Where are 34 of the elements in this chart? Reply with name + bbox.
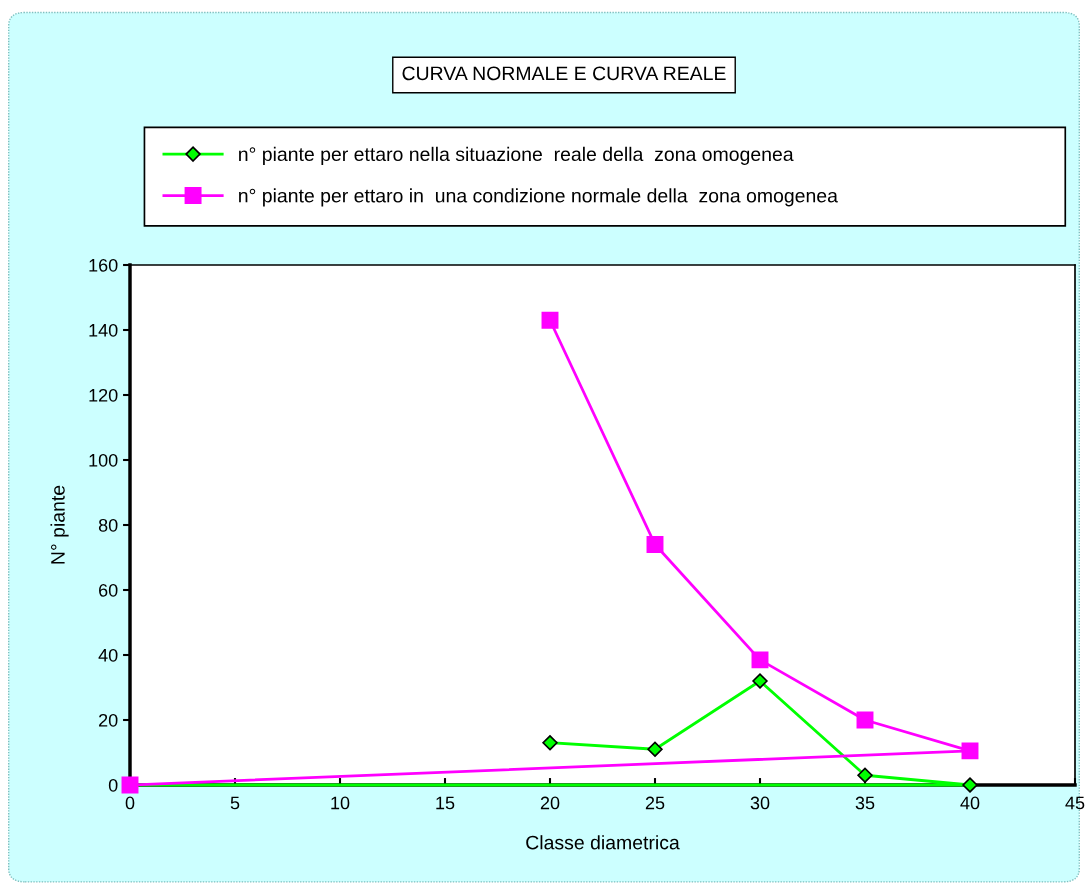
- x-tick-label: 45: [1065, 796, 1085, 810]
- legend-label: n° piante per ettaro nella situazione reale della zona omogenea: [239, 146, 794, 165]
- y-tick-label: 40: [98, 648, 118, 662]
- y-tick-label: 140: [89, 323, 118, 337]
- point: [751, 651, 769, 669]
- y-tick-label: 20: [99, 713, 118, 727]
- x-tick-label: 30: [750, 796, 770, 810]
- y-axis-title: N° piante: [50, 485, 69, 564]
- point: [542, 735, 558, 751]
- x-tick-label: 10: [331, 796, 350, 810]
- point: [752, 673, 768, 689]
- x-axis-title: Classe diametrica: [526, 835, 680, 850]
- x-tick-label: 5: [230, 796, 240, 810]
- x-tick-label: 20: [540, 796, 560, 810]
- point: [647, 741, 663, 757]
- x-tick-label: 35: [855, 796, 875, 810]
- y-tick-label: 80: [98, 518, 118, 532]
- x-tick-label: 25: [645, 796, 665, 810]
- legend-label: n° piante per ettaro in una condizione normale della zona omogenea: [239, 188, 838, 207]
- x-tick-label: 15: [436, 796, 455, 810]
- x-tick-label: 0: [125, 796, 135, 810]
- point: [646, 536, 664, 553]
- point: [541, 311, 559, 329]
- x-tick-label: 40: [960, 796, 980, 810]
- chart-title: CURVA NORMALE E CURVA REALE: [402, 66, 726, 81]
- point: [856, 711, 874, 729]
- point: [961, 742, 979, 760]
- y-tick-label: 100: [89, 453, 118, 467]
- point: [857, 767, 873, 783]
- y-tick-label: 0: [108, 778, 118, 792]
- y-tick-label: 120: [89, 388, 118, 402]
- point: [962, 777, 978, 793]
- y-tick-label: 160: [89, 258, 118, 272]
- y-tick-label: 60: [99, 583, 118, 597]
